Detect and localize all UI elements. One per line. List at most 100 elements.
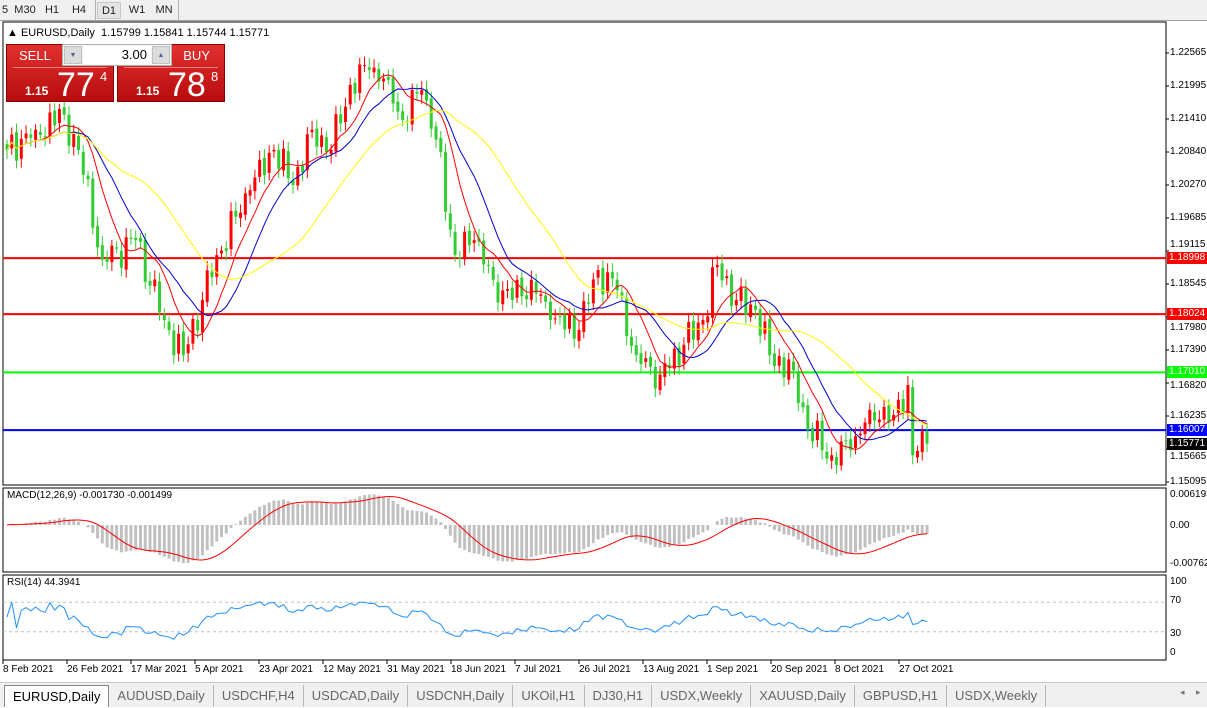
tab-usdcnh-daily[interactable]: USDCNH,Daily	[408, 685, 514, 707]
candle-bearish	[162, 314, 166, 321]
timeframe-d1-button[interactable]: D1	[97, 2, 121, 19]
price-axis-label: 1.21995	[1170, 80, 1207, 91]
candle-bearish	[453, 231, 457, 256]
date-axis-label: 8 Feb 2021	[3, 664, 54, 675]
price-axis-label: 1.21410	[1170, 113, 1207, 124]
candle-bearish	[158, 281, 162, 313]
candle-bearish	[434, 126, 438, 140]
candle-bearish	[129, 237, 133, 239]
timeframe-m5-button[interactable]: 5	[1, 4, 9, 16]
candle-bearish	[772, 353, 776, 367]
candle-bullish	[472, 240, 476, 244]
lot-increase-arrow-icon[interactable]: ▲	[152, 46, 170, 64]
candle-bullish	[696, 322, 700, 341]
timeframe-h4-button[interactable]: H4	[71, 4, 87, 16]
tab-gbpusd-h1[interactable]: GBPUSD,H1	[855, 685, 948, 707]
candle-bearish	[448, 213, 452, 230]
candle-bullish	[706, 316, 710, 323]
ma-mid-line	[6, 87, 928, 441]
candle-bearish	[172, 330, 176, 356]
candle-bullish	[72, 133, 76, 147]
date-axis-label: 20 Sep 2021	[771, 664, 828, 675]
candle-bearish	[887, 405, 891, 423]
candle-bearish	[401, 111, 405, 120]
candle-bullish	[310, 129, 314, 133]
tab-xauusd-daily[interactable]: XAUUSD,Daily	[751, 685, 855, 707]
toolbar-separator	[178, 0, 179, 21]
candle-bullish	[515, 279, 519, 298]
candle-bullish	[229, 211, 233, 250]
macd-axis-zero: 0.00	[1170, 520, 1190, 531]
timeframe-h1-button[interactable]: H1	[44, 4, 60, 16]
candle-bearish	[134, 237, 138, 241]
price-axis-label: 1.20270	[1170, 179, 1207, 190]
candle-bearish	[386, 76, 390, 80]
tabs-scroll-right-icon[interactable]: ▸	[1196, 687, 1201, 697]
candle-bullish	[553, 318, 557, 320]
tab-ukoil-h1[interactable]: UKOil,H1	[513, 685, 585, 707]
tab-audusd-daily[interactable]: AUDUSD,Daily	[109, 685, 214, 707]
candle-bearish	[572, 314, 576, 339]
candle-bearish	[15, 132, 19, 161]
lot-size-stepper[interactable]: ▼ 3.00 ▲	[62, 44, 172, 66]
candle-bullish	[763, 321, 767, 334]
collapse-triangle-icon[interactable]: ▲	[7, 27, 18, 39]
rsi-axis-0: 0	[1170, 647, 1176, 658]
sell-price-point: 4	[100, 69, 108, 84]
tab-eurusd-daily[interactable]: EURUSD,Daily	[4, 685, 110, 707]
candle-bullish	[501, 290, 505, 305]
candle-bearish	[91, 178, 95, 228]
ohlc-values: 1.15799 1.15841 1.15744 1.15771	[101, 27, 270, 39]
candle-bullish	[215, 255, 219, 277]
candle-bullish	[329, 149, 333, 155]
date-axis-label: 26 Jul 2021	[579, 664, 631, 675]
candle-bearish	[601, 267, 605, 295]
lot-size-input[interactable]: 3.00	[83, 46, 151, 64]
date-axis-label: 7 Jul 2021	[515, 664, 562, 675]
candle-bullish	[853, 436, 857, 448]
candle-bearish	[510, 287, 514, 300]
timeframe-m30-button[interactable]: M30	[14, 4, 36, 16]
tab-dj30-h1[interactable]: DJ30,H1	[585, 685, 653, 707]
timeframe-toolbar: 5 M30 H1 H4 D1 W1 MN	[0, 0, 1207, 21]
candle-bearish	[138, 238, 142, 242]
timeframe-w1-button[interactable]: W1	[128, 4, 146, 16]
price-axis-label: 1.16820	[1170, 380, 1207, 391]
tab-usdcad-daily[interactable]: USDCAD,Daily	[304, 685, 409, 707]
candle-bearish	[744, 288, 748, 315]
sell-price-prefix: 1.15	[25, 84, 49, 98]
candle-bullish	[863, 422, 867, 435]
candle-bullish	[19, 138, 23, 159]
ma-fast-line	[6, 74, 928, 451]
chart-tabs: EURUSD,Daily AUDUSD,Daily USDCHF,H4 USDC…	[0, 682, 1207, 707]
macd-axis-max: 0.006193	[1170, 489, 1207, 500]
candle-bullish	[372, 67, 376, 73]
candle-bullish	[529, 279, 533, 300]
candle-bullish	[644, 358, 648, 362]
tab-usdx-weekly-2[interactable]: USDX,Weekly	[947, 685, 1047, 707]
candle-bullish	[858, 433, 862, 436]
tab-usdx-weekly[interactable]: USDX,Weekly	[652, 685, 752, 707]
date-axis-label: 23 Apr 2021	[259, 664, 313, 675]
rsi-panel	[2, 574, 1167, 661]
tab-usdchf-h4[interactable]: USDCHF,H4	[214, 685, 304, 707]
sell-price-pips: 77	[57, 66, 95, 104]
timeframe-mn-button[interactable]: MN	[155, 4, 173, 16]
candle-bearish	[301, 165, 305, 173]
tabs-scroll-left-icon[interactable]: ◂	[1180, 687, 1185, 697]
candle-bearish	[639, 353, 643, 365]
candle-bearish	[792, 361, 796, 371]
rsi-axis-30: 30	[1170, 628, 1182, 639]
candle-bearish	[820, 420, 824, 451]
candle-bearish	[801, 402, 805, 408]
toolbar-separator	[95, 0, 96, 21]
candle-bearish	[62, 107, 66, 115]
candle-bullish	[191, 318, 195, 344]
candle-bearish	[77, 136, 81, 150]
candle-bullish	[830, 455, 834, 461]
candle-bearish	[587, 302, 591, 304]
candle-bullish	[539, 294, 543, 296]
lot-decrease-arrow-icon[interactable]: ▼	[64, 46, 82, 64]
candle-bullish	[205, 270, 209, 303]
chart-info: ▲ EURUSD,Daily 1.15799 1.15841 1.15744 1…	[7, 27, 269, 39]
